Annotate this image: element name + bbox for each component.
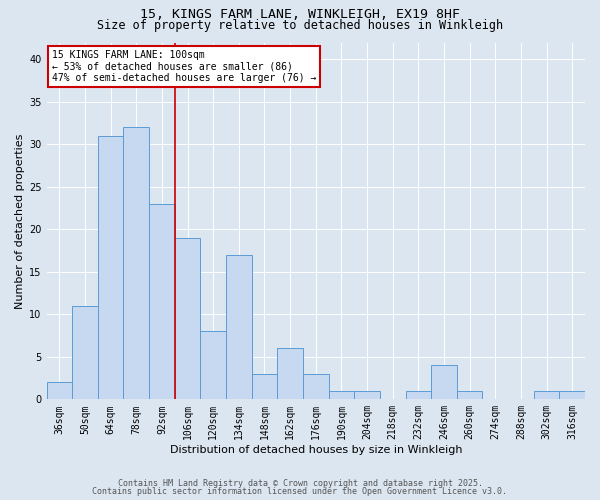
Bar (149, 204, 175, 400)
Bar (559, 391, 585, 400)
Text: 15 KINGS FARM LANE: 100sqm
← 53% of detached houses are smaller (86)
47% of semi: 15 KINGS FARM LANE: 100sqm ← 53% of deta… (52, 50, 316, 83)
Bar (329, 391, 354, 400)
Bar (47, 382, 72, 400)
Bar (226, 255, 251, 400)
Bar (534, 391, 559, 400)
Bar (406, 391, 431, 400)
Bar (354, 391, 380, 400)
Text: 15, KINGS FARM LANE, WINKLEIGH, EX19 8HF: 15, KINGS FARM LANE, WINKLEIGH, EX19 8HF (140, 8, 460, 20)
X-axis label: Distribution of detached houses by size in Winkleigh: Distribution of detached houses by size … (170, 445, 462, 455)
Text: Size of property relative to detached houses in Winkleigh: Size of property relative to detached ho… (97, 19, 503, 32)
Bar (200, 332, 226, 400)
Bar (72, 306, 98, 400)
Y-axis label: Number of detached properties: Number of detached properties (15, 133, 25, 308)
Bar (175, 238, 200, 400)
Bar (251, 374, 277, 400)
Bar (277, 348, 303, 400)
Text: Contains HM Land Registry data © Crown copyright and database right 2025.: Contains HM Land Registry data © Crown c… (118, 478, 482, 488)
Bar (124, 128, 149, 400)
Bar (303, 374, 329, 400)
Text: Contains public sector information licensed under the Open Government Licence v3: Contains public sector information licen… (92, 487, 508, 496)
Bar (98, 136, 124, 400)
Bar (457, 391, 482, 400)
Bar (431, 366, 457, 400)
